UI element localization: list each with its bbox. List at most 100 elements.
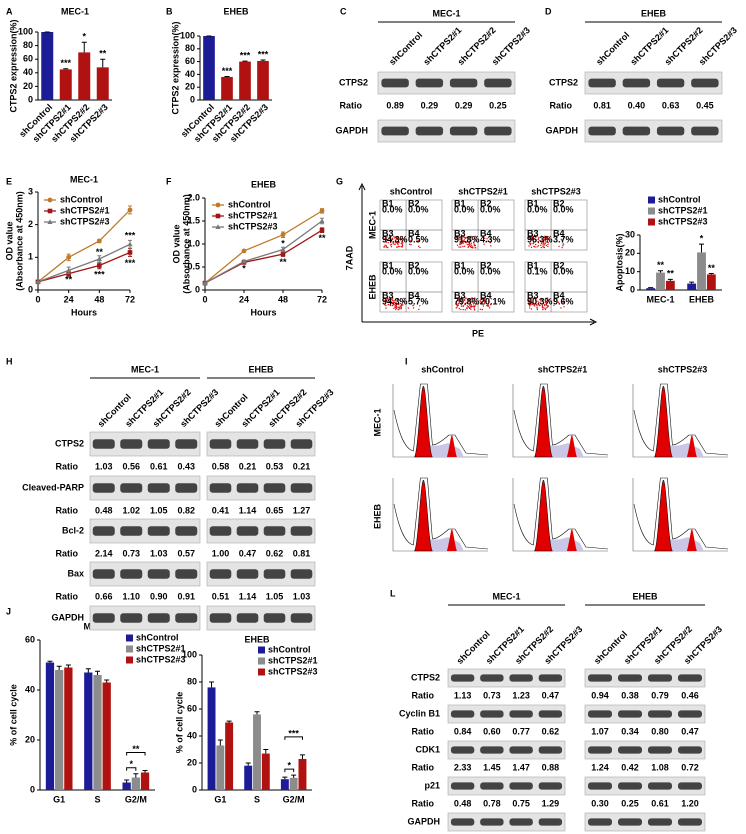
event-dot — [457, 235, 459, 237]
ratio-value: 1.03 — [150, 548, 168, 558]
event-dot — [540, 235, 543, 237]
legend-label: shCTPS2#3 — [658, 216, 708, 226]
event-dot — [467, 305, 470, 308]
point — [241, 258, 247, 264]
y-tick-label: 1.5 — [187, 215, 200, 225]
quadrant-name: B4 — [408, 228, 420, 238]
band — [538, 674, 563, 682]
panel-label: H — [6, 356, 13, 366]
event-dot — [545, 235, 548, 238]
event-dot — [455, 235, 457, 237]
event-dot — [390, 243, 393, 246]
event-dot — [547, 245, 549, 248]
event-dot — [541, 299, 544, 302]
quadrant-name: B4 — [480, 290, 492, 300]
event-dot — [459, 242, 461, 244]
band — [648, 818, 672, 826]
bar — [221, 76, 233, 100]
ratio-label: Ratio — [56, 548, 79, 558]
band — [450, 710, 475, 718]
band — [648, 674, 672, 682]
ratio-value: 0.57 — [177, 548, 195, 558]
event-dot — [398, 308, 400, 310]
event-dot — [528, 301, 530, 303]
band — [263, 439, 286, 449]
event-dot — [384, 240, 387, 242]
x-tick-label: G2/M — [283, 794, 305, 804]
ratio-value: 0.81 — [293, 548, 311, 558]
event-dot — [392, 242, 394, 244]
event-dot — [458, 300, 461, 303]
event-dot — [455, 303, 458, 306]
event-dot — [463, 239, 465, 241]
event-dot — [547, 243, 549, 246]
event-dot — [389, 304, 392, 307]
band — [509, 782, 533, 790]
band — [175, 439, 198, 449]
event-dot — [460, 298, 463, 301]
event-dot — [470, 239, 472, 242]
y-axis-label: (Absorbance at 450nm) — [181, 194, 191, 294]
event-dot — [529, 236, 532, 238]
ratio-value: 0.63 — [662, 100, 680, 110]
quadrant-name: B3 — [382, 228, 394, 238]
event-dot — [466, 243, 469, 246]
error-bar — [63, 68, 69, 70]
quadrant-name: B1 — [454, 260, 466, 270]
event-dot — [490, 245, 492, 247]
band — [290, 613, 313, 623]
bar — [280, 779, 289, 790]
y-tick-label: 100 — [18, 26, 33, 36]
panel-label: E — [6, 176, 12, 186]
quadrant-name: B4 — [408, 290, 420, 300]
group-title: EHEB — [632, 591, 658, 601]
bar — [706, 274, 716, 290]
protein-label: GAPDH — [51, 612, 84, 622]
band — [147, 569, 170, 579]
quadrant-name: B3 — [382, 290, 394, 300]
quadrant-percent: 4.3% — [480, 234, 501, 244]
significance-label: ** — [132, 744, 140, 754]
error-bar — [47, 660, 53, 663]
flow-plot — [379, 199, 443, 251]
band — [622, 78, 651, 88]
y-tick-label: 60 — [187, 703, 197, 713]
blot-membrane — [447, 740, 566, 760]
event-dot — [537, 244, 540, 247]
error-bar — [648, 287, 654, 289]
ratio-value: 0.38 — [621, 690, 639, 700]
event-dot — [472, 302, 474, 304]
column-title: shControl — [390, 186, 433, 196]
ratio-value: 0.61 — [651, 798, 669, 808]
event-dot — [474, 305, 476, 307]
y-tick-label: 0 — [190, 94, 195, 104]
event-dot — [394, 241, 396, 243]
event-dot — [391, 301, 393, 303]
event-dot — [402, 240, 404, 242]
ratio-value: 1.20 — [681, 798, 699, 808]
significance-bracket — [284, 768, 295, 773]
band — [92, 439, 115, 449]
event-dot — [529, 238, 532, 240]
quadrant-percent: 96.3% — [527, 234, 553, 244]
event-dot — [400, 239, 402, 241]
legend-label: shCTPS2#3 — [60, 216, 110, 226]
ratio-value: 1.02 — [122, 505, 140, 515]
ratio-value: 0.80 — [651, 726, 669, 736]
point — [319, 208, 325, 214]
event-dot — [466, 241, 468, 243]
blot-membrane — [584, 776, 706, 796]
quadrant-name: B3 — [454, 228, 466, 238]
error-bar — [245, 762, 251, 766]
event-dot — [536, 246, 538, 248]
quadrant-percent: 94.3% — [382, 296, 408, 306]
ratio-value: 1.05 — [266, 591, 284, 601]
event-dot — [486, 238, 488, 240]
g2-peak — [686, 529, 697, 551]
ratio-value: 1.14 — [239, 505, 257, 515]
g1-peak — [653, 479, 673, 552]
band — [209, 613, 232, 623]
event-dot — [464, 309, 466, 311]
event-dot — [397, 235, 399, 238]
